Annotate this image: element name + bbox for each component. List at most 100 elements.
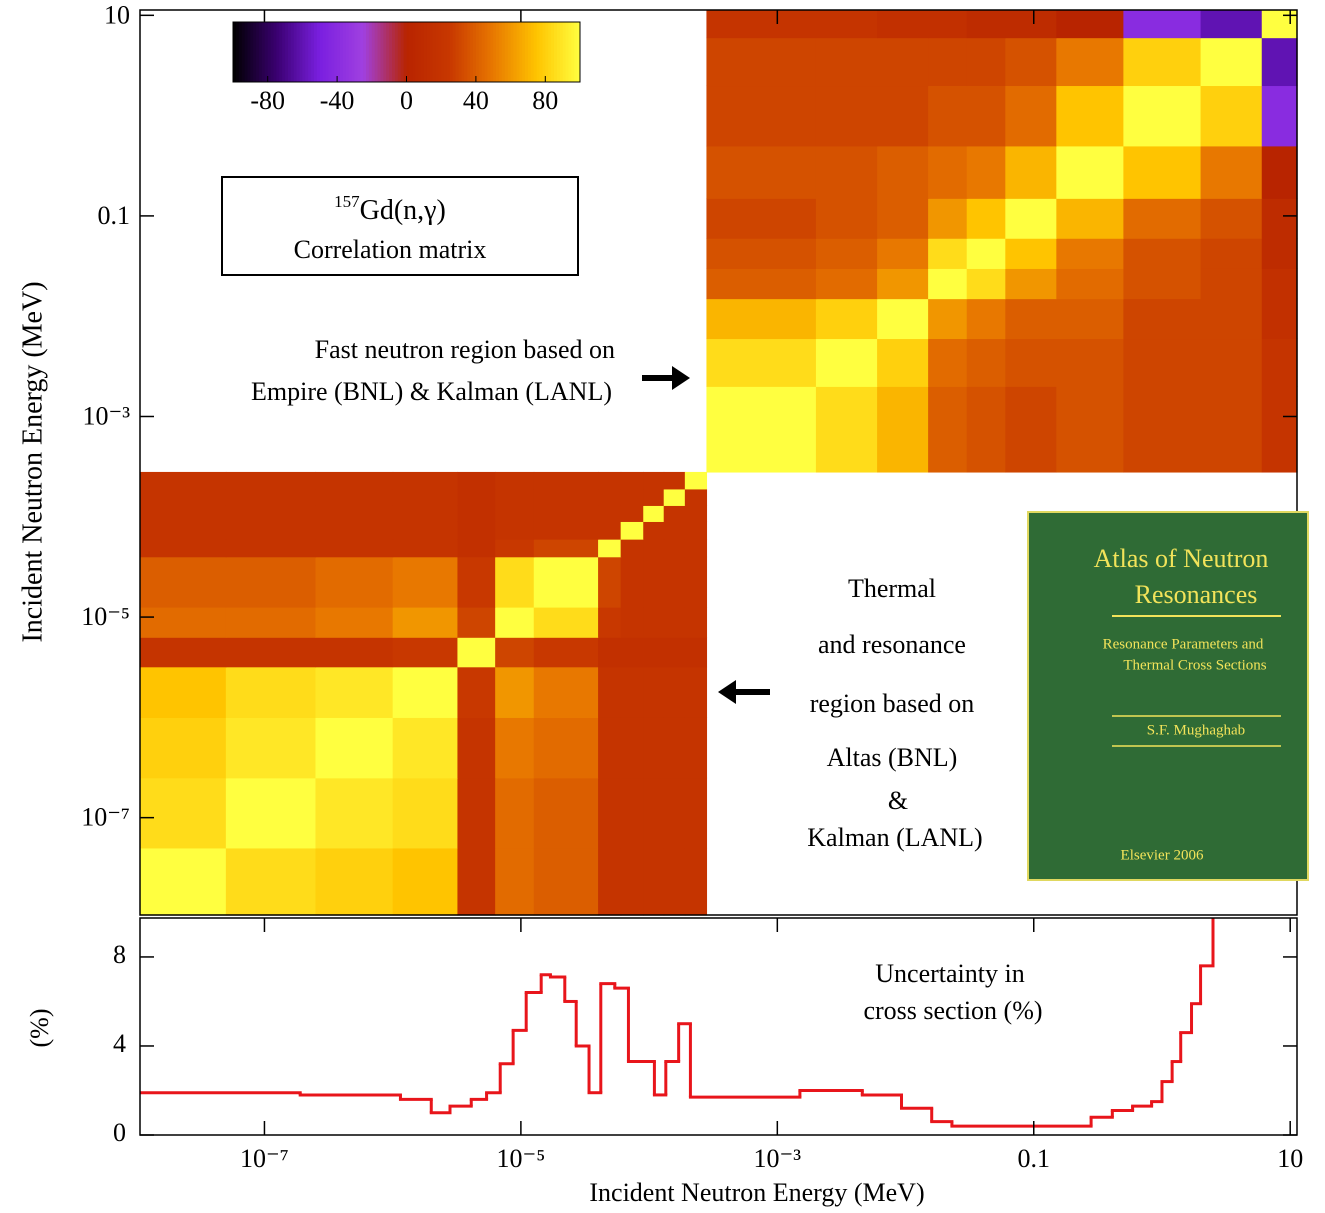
heatmap-cell (533, 666, 599, 718)
heatmap-cell (663, 666, 686, 718)
heatmap-cell (620, 717, 644, 779)
heatmap-cell (598, 607, 622, 638)
heatmap-cell (392, 539, 459, 558)
colorbar-swatch (322, 22, 327, 82)
bottom-frame (139, 917, 1298, 1136)
colorbar-swatch (305, 22, 309, 82)
heatmap-cell (643, 539, 665, 558)
heatmap-cell (315, 539, 394, 558)
colorbar-swatch (507, 22, 512, 82)
heatmap-cell (706, 238, 817, 269)
colorbar-swatch (259, 22, 263, 82)
heatmap-cell (877, 386, 929, 473)
colorbar-swatch (299, 22, 303, 82)
heatmap-cells (140, 10, 1298, 916)
heatmap-cell (684, 847, 708, 916)
heatmap-cell (140, 556, 227, 608)
heatmap-cell (1261, 386, 1298, 473)
colorbar-swatch (285, 22, 289, 82)
heatmap-cell (598, 556, 622, 608)
colorbar-swatch (441, 22, 445, 82)
heatmap-cell (495, 556, 535, 608)
heatmap-cell (457, 521, 496, 540)
heatmap-cell (684, 539, 708, 558)
heatmap-cell (598, 539, 622, 558)
heatmap-cell (966, 10, 1006, 39)
heatmap-cell (140, 521, 227, 540)
colorbar-swatch (553, 22, 558, 82)
colorbar-swatch (264, 22, 269, 82)
colorbar-swatch (504, 22, 509, 82)
heatmap-cell (966, 85, 1006, 147)
heatmap-cell (1200, 238, 1263, 269)
colorbar-swatch (484, 22, 488, 82)
heatmap-cell (684, 717, 708, 779)
title-box (221, 176, 579, 276)
heatmap-cell (140, 488, 227, 506)
heatmap-cell (706, 10, 817, 39)
heatmap-cell (315, 717, 394, 779)
colorbar-swatch (296, 22, 301, 82)
x-tick-label: 0.1 (1018, 1144, 1051, 1173)
heatmap-cell (225, 777, 317, 849)
heatmap-cell (457, 539, 496, 558)
heatmap-cell (1261, 338, 1298, 387)
colorbar-swatch (389, 22, 393, 82)
heatmap-cell (643, 777, 665, 849)
heatmap-cell (1056, 268, 1124, 300)
colorbar-swatch (383, 22, 387, 82)
colorbar-swatch (542, 22, 546, 82)
heatmap-cell (643, 505, 665, 522)
x-tick-label: 10⁻⁵ (496, 1144, 545, 1173)
heatmap-cell (1056, 338, 1124, 387)
heatmap-cell (643, 556, 665, 608)
colorbar-swatch (429, 22, 434, 82)
colorbar-swatch (363, 22, 367, 82)
y-tick-label: 8 (113, 940, 126, 969)
heatmap-cell (1200, 268, 1263, 300)
colorbar-swatch (444, 22, 448, 82)
colorbar-swatch (392, 22, 396, 82)
heatmap-cell (533, 521, 599, 540)
colorbar-swatch (449, 22, 454, 82)
colorbar-swatch (536, 22, 541, 82)
annotation: Kalman (LANL) (807, 823, 982, 852)
colorbar-swatch (371, 22, 376, 82)
heatmap-cell (598, 666, 622, 718)
colorbar-swatch (533, 22, 538, 82)
heatmap-cell (815, 338, 878, 387)
colorbar-swatch (470, 22, 474, 82)
colorbar-swatch (342, 22, 347, 82)
colorbar-swatch (490, 22, 494, 82)
heatmap-cell (1005, 238, 1057, 269)
heatmap-cell (495, 777, 535, 849)
heatmap-cell (225, 717, 317, 779)
heatmap-cell (495, 607, 535, 638)
heatmap-cell (684, 666, 708, 718)
y-tick-label: 10⁻³ (82, 401, 130, 430)
heatmap-cell (1123, 338, 1202, 387)
heatmap-cell (457, 666, 496, 718)
colorbar-swatch (397, 22, 402, 82)
colorbar-swatch (415, 22, 419, 82)
heatmap-cell (928, 37, 968, 87)
heatmap-cell (815, 37, 878, 87)
heatmap-cell (1123, 85, 1202, 147)
colorbar-swatch (354, 22, 358, 82)
heatmap-cell (966, 198, 1006, 239)
annotation: Thermal (848, 574, 936, 603)
colorbar-swatch (331, 22, 335, 82)
colorbar-swatch (368, 22, 373, 82)
heatmap-cell (457, 488, 496, 506)
heatmap-cell (392, 717, 459, 779)
heatmap-cell (643, 471, 665, 490)
arrow-left (718, 680, 770, 704)
heatmap-cell (598, 847, 622, 916)
heatmap-cell (225, 471, 317, 490)
y-tick-label: 4 (113, 1029, 126, 1058)
heatmap-cell (643, 488, 665, 506)
heatmap-cell (706, 298, 817, 340)
colorbar-swatch (273, 22, 277, 82)
heatmap-cell (315, 521, 394, 540)
heatmap-cell (684, 607, 708, 638)
